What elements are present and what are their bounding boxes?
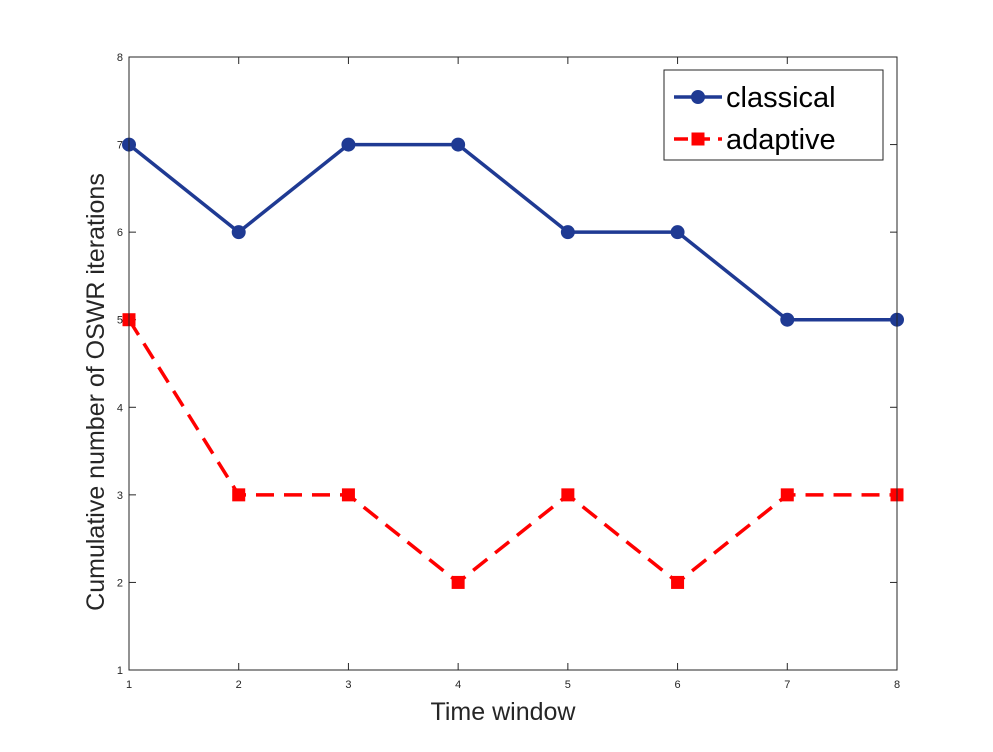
y-tick-label: 3 (117, 490, 123, 502)
data-point-adaptive (561, 488, 575, 502)
data-point-adaptive (232, 488, 246, 502)
x-tick-label: 4 (455, 679, 461, 691)
y-tick-label: 6 (117, 227, 123, 239)
x-tick-label: 5 (565, 679, 571, 691)
x-tick-label: 2 (236, 679, 242, 691)
series-adaptive (122, 313, 904, 589)
data-point-classical (231, 225, 246, 240)
y-tick-label: 5 (117, 315, 123, 327)
y-axis-title: Cumulative number of OSWR iterations (82, 173, 110, 611)
series-classical (122, 137, 904, 327)
legend-marker-adaptive (691, 132, 705, 146)
y-tick-label: 1 (117, 665, 123, 677)
x-tick-label: 7 (784, 679, 790, 691)
data-point-adaptive (780, 488, 794, 502)
legend-label-classical: classical (726, 82, 836, 114)
data-point-classical (780, 312, 795, 327)
x-tick-label: 3 (345, 679, 351, 691)
x-tick-label: 1 (126, 679, 132, 691)
y-tick-label: 8 (117, 52, 123, 64)
y-tick-label: 7 (117, 140, 123, 152)
x-axis-title: Time window (431, 698, 577, 726)
y-tick-label: 2 (117, 577, 123, 589)
x-tick-label: 8 (894, 679, 900, 691)
y-tick-label: 4 (117, 402, 123, 414)
plot-frame (128, 56, 898, 671)
data-point-classical (341, 137, 356, 152)
legend-marker-classical (691, 90, 705, 104)
series-layer (122, 137, 904, 589)
data-point-adaptive (451, 575, 465, 589)
data-point-adaptive (671, 575, 685, 589)
series-line-adaptive (127, 318, 897, 585)
legend: classical adaptive (663, 69, 884, 161)
data-point-classical (560, 225, 575, 240)
series-line-classical (127, 142, 897, 322)
legend-label-adaptive: adaptive (726, 124, 836, 156)
x-tick-label: 6 (675, 679, 681, 691)
data-point-classical (670, 225, 685, 240)
data-point-adaptive (341, 488, 355, 502)
data-point-classical (451, 137, 466, 152)
